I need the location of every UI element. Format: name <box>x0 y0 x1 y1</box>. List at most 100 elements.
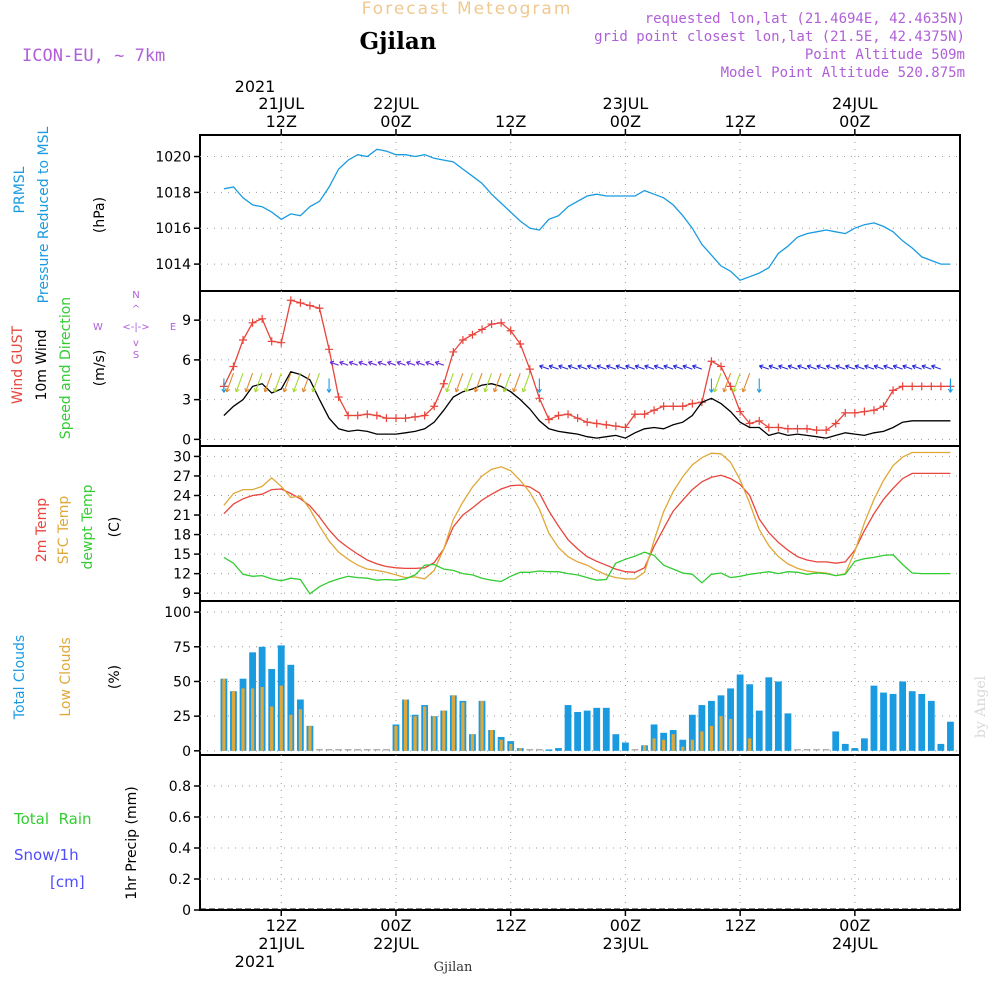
low-clouds-bar <box>470 734 475 751</box>
low-clouds-bar <box>260 687 264 751</box>
wind-gust-point <box>286 296 295 305</box>
wind-gust-point <box>229 362 238 371</box>
wind-gust-point <box>296 298 305 307</box>
low-clouds-bar <box>250 688 255 751</box>
wind-arrow-icon <box>768 365 779 370</box>
low-clouds-bar <box>289 714 293 751</box>
wind-arrow-icon <box>226 372 234 393</box>
low-clouds-bar <box>719 716 723 751</box>
info-point-altitude: Point Altitude 509m <box>805 47 965 63</box>
wind-arrow-icon <box>732 372 741 393</box>
y-tick-label: 0.4 <box>169 841 191 857</box>
wind-arrow-icon <box>864 365 875 370</box>
total-clouds-bar <box>650 724 658 751</box>
total-rain-label: Total Rain <box>13 810 92 828</box>
compass-east-label: E <box>170 322 176 333</box>
total-clouds-bar <box>602 707 610 751</box>
total-clouds-bar <box>889 693 897 751</box>
wind-arrow-icon <box>377 361 387 366</box>
wind-arrow-head-icon <box>273 387 278 393</box>
wind-direction-arrows <box>221 360 953 393</box>
wind-arrow-icon <box>634 365 645 370</box>
wind-gust-point <box>544 415 553 424</box>
wind-arrow-head-icon <box>577 364 582 370</box>
wind-gust-point <box>258 314 267 323</box>
wind-arrow-head-icon <box>454 387 460 393</box>
wind-arrow-head-icon <box>731 387 737 393</box>
wind-arrow-head-icon <box>539 364 544 370</box>
wind-arrow-icon <box>387 361 397 366</box>
wind-arrow-head-icon <box>672 364 678 370</box>
compass-south-label: S <box>133 350 139 361</box>
wind-arrow-head-icon <box>377 360 382 366</box>
bottom-axis-date-label: 24JUL <box>832 934 878 953</box>
low-clouds-bar <box>308 725 312 751</box>
wind-arrow-head-icon <box>339 360 344 366</box>
low-clouds-bar <box>231 691 236 751</box>
wind-arrow-head-icon <box>445 387 450 393</box>
bottom-year-label: 2021 <box>235 952 276 971</box>
y-tick-label: 3 <box>182 393 191 409</box>
wind-arrow-head-icon <box>358 360 363 366</box>
wind-gust-point <box>879 402 888 411</box>
y-tick-label: 0 <box>182 432 191 448</box>
y-tick-label: 0.2 <box>169 872 191 888</box>
y-tick-label: 9 <box>182 586 191 602</box>
wind-arrow-head-icon <box>902 364 907 370</box>
pressure-label-msl: Pressure Reduced to MSL <box>36 126 52 303</box>
sfc-temp-line <box>223 451 951 580</box>
wind-gust-point <box>726 382 735 391</box>
wind-arrow-icon <box>416 361 425 366</box>
y-tick-label: 18 <box>173 528 191 544</box>
panel-precipitation: 0.2 0.4 0.6 0.8 0 <box>169 754 961 919</box>
wind-arrow-head-icon <box>921 364 926 370</box>
wind-arrow-icon <box>902 365 913 370</box>
wind-arrow-head-icon <box>845 364 850 370</box>
wind-arrow-head-icon <box>854 364 860 370</box>
wind-gust-point <box>401 414 410 423</box>
low-clouds-bar <box>509 743 513 751</box>
bottom-axis-date-label: 23JUL <box>603 934 649 953</box>
wind-arrow-head-icon <box>816 364 821 370</box>
wind-10m-label: 10m Wind <box>34 329 50 400</box>
wind-arrow-icon <box>406 361 416 366</box>
wind-arrow-icon <box>558 365 569 370</box>
wind-gust-point <box>267 337 276 346</box>
chart-title: Forecast Meteogram <box>362 0 573 19</box>
wind-arrow-head-icon <box>825 364 831 370</box>
wind-arrow-icon <box>845 365 856 370</box>
wind-arrow-icon <box>493 372 502 393</box>
wind-gust-point <box>592 419 601 428</box>
prmsl-line <box>223 148 951 281</box>
wind-arrow-head-icon <box>483 387 489 393</box>
wind-gust-point <box>411 412 420 421</box>
wind-gust-point <box>277 338 286 347</box>
wind-arrow-head-icon <box>947 388 953 393</box>
low-clouds-bar <box>423 706 427 751</box>
header: Forecast Meteogram Gjilan ICON-EU, ~ 7km… <box>22 0 965 81</box>
total-clouds-bar <box>574 711 582 751</box>
wind-gust-point <box>936 382 945 391</box>
wind-gust-point <box>478 325 487 334</box>
snow-label: Snow/1h <box>14 846 79 864</box>
wind-arrow-icon <box>435 361 444 366</box>
total-clouds-bar <box>593 707 601 751</box>
total-clouds-bar <box>736 674 744 751</box>
low-clouds-bar <box>662 739 666 751</box>
wind-arrow-icon <box>349 361 358 366</box>
total-clouds-bar <box>832 731 840 751</box>
wind-arrow-head-icon <box>567 364 573 370</box>
panel-frame <box>199 134 961 292</box>
wind-arrow-icon <box>742 372 751 393</box>
wind-gust-point <box>755 416 764 425</box>
low-clouds-bar <box>241 688 245 751</box>
wind-arrow-icon <box>264 372 273 393</box>
wind-arrow-icon <box>455 372 464 393</box>
top-axis-hour-label: 00Z <box>839 112 870 131</box>
wind-arrow-icon <box>522 372 531 393</box>
y-tick-label: 25 <box>173 709 191 725</box>
bottom-axis-hour-label: 12Z <box>266 916 297 935</box>
wind-gust-point <box>583 418 592 427</box>
wind-arrow-head-icon <box>756 388 762 393</box>
wind-gust-point <box>745 419 754 428</box>
